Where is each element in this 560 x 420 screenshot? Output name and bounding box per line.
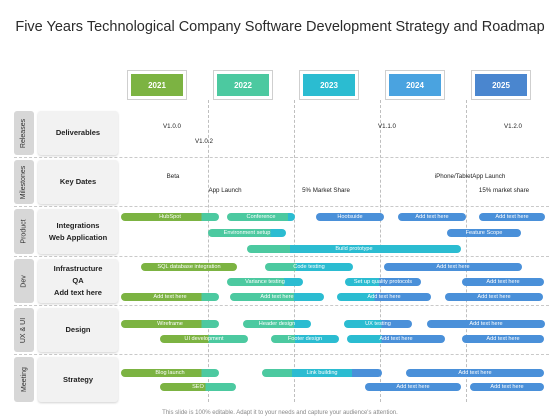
column-divider <box>208 100 209 402</box>
row-divider <box>14 157 549 158</box>
year-header-2021: 2021 <box>127 70 187 100</box>
roadmap-bar: Add text here <box>462 335 544 343</box>
category-design: Design <box>38 308 118 352</box>
category-integrations: Integrations Web Application <box>38 209 118 254</box>
roadmap-bar: Add text here <box>406 369 544 377</box>
roadmap-bar: Add text here <box>384 263 522 271</box>
milestone-label: App Launch <box>208 187 242 194</box>
side-label-product: Product <box>14 209 34 254</box>
roadmap-bar: Add text here <box>470 383 544 391</box>
roadmap-bar: Add text here <box>337 293 431 301</box>
row-divider <box>14 256 549 257</box>
roadmap-bar: UX testing <box>344 320 412 328</box>
roadmap-bar: Add text here <box>462 278 544 286</box>
roadmap-bar: Footer design <box>271 335 339 343</box>
row-divider <box>14 354 549 355</box>
roadmap-bar: SEO <box>160 383 236 391</box>
roadmap-bar: Add text here <box>445 293 543 301</box>
row-divider <box>14 305 549 306</box>
roadmap-bar: Code testing <box>265 263 353 271</box>
side-label-meeting: Meeting <box>14 357 34 402</box>
milestone-label: Beta <box>166 173 180 180</box>
column-divider <box>466 100 467 402</box>
roadmap-bar: Environment setup <box>208 229 286 237</box>
category-deliverables: Deliverables <box>38 111 118 155</box>
roadmap-bar: Add text here <box>365 383 461 391</box>
roadmap-bar: Build prototype <box>247 245 461 253</box>
footer-note: This slide is 100% editable. Adapt it to… <box>162 410 398 416</box>
release-label: V1.1.0 <box>378 123 396 130</box>
page-title: Five Years Technological Company Softwar… <box>15 19 545 35</box>
year-label: 2024 <box>389 74 441 96</box>
milestone-label: iPhone/TabletApp Launch <box>434 173 506 180</box>
roadmap-bar: Wireframe <box>121 320 219 328</box>
roadmap-bar: Add text here <box>121 293 219 301</box>
release-label: V1.2.0 <box>504 123 522 130</box>
roadmap-bar: Variance testing <box>227 278 303 286</box>
category-infrastructure: Infrastructure QA Add text here <box>38 259 118 303</box>
category-strategy: Strategy <box>38 357 118 402</box>
year-label: 2021 <box>131 74 183 96</box>
year-label: 2023 <box>303 74 355 96</box>
roadmap-bar: Add text here <box>479 213 545 221</box>
side-label-dev: Dev <box>14 259 34 303</box>
roadmap-bar: Add text here <box>427 320 545 328</box>
side-label-releases: Releases <box>14 111 34 155</box>
roadmap-bar: HubSpot <box>121 213 219 221</box>
roadmap-bar: Add text here <box>398 213 466 221</box>
side-label-milestones: Milestones <box>14 160 34 204</box>
row-divider <box>14 206 549 207</box>
year-header-2023: 2023 <box>299 70 359 100</box>
roadmap-bar: UI development <box>160 335 248 343</box>
roadmap-bar: Add text here <box>347 335 445 343</box>
release-label: V1.0.0 <box>163 123 181 130</box>
year-label: 2022 <box>217 74 269 96</box>
year-header-2022: 2022 <box>213 70 273 100</box>
roadmap-bar: Set up quality protocols <box>345 278 421 286</box>
side-label-ux-ui: UX & UI <box>14 308 34 352</box>
year-header-2024: 2024 <box>385 70 445 100</box>
year-header-2025: 2025 <box>471 70 531 100</box>
category-key-dates: Key Dates <box>38 160 118 204</box>
roadmap-bar: Conference <box>227 213 295 221</box>
roadmap-bar: Blog launch <box>121 369 219 377</box>
year-label: 2025 <box>475 74 527 96</box>
milestone-label: 15% market share <box>478 187 530 194</box>
milestone-label: 5% Market Share <box>302 187 350 194</box>
release-label: V1.0.2 <box>195 138 213 145</box>
roadmap-bar: Link building <box>262 369 382 377</box>
roadmap-bar: Hootsuide <box>316 213 384 221</box>
roadmap-bar: SQL database integration <box>141 263 237 271</box>
roadmap-bar: Header design <box>243 320 311 328</box>
roadmap-bar: Feature Scope <box>447 229 521 237</box>
roadmap-bar: Add text here <box>230 293 324 301</box>
